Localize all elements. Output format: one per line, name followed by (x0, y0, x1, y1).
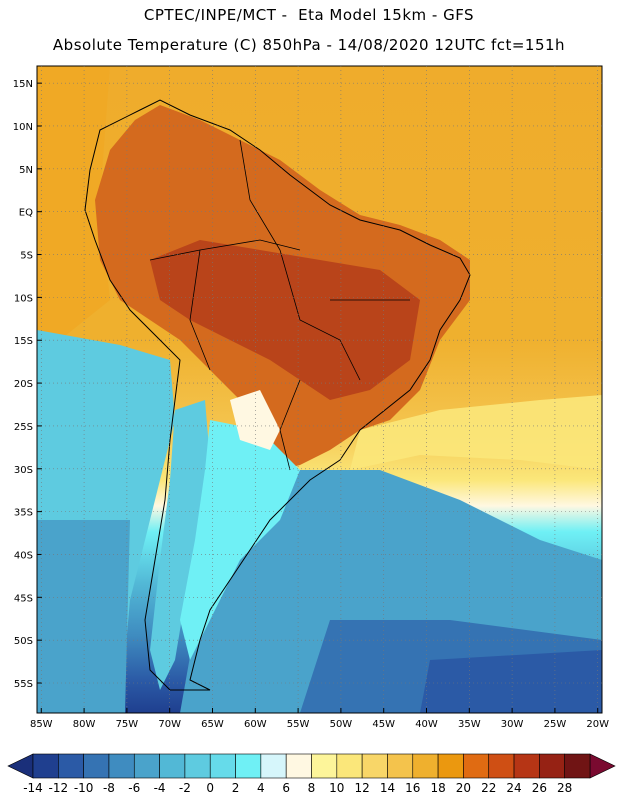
colorbar-label: -2 (179, 781, 191, 795)
latitude-labels: 15N 10N 5N EQ 5S 10S 15S 20S 25S 30S 35S 40S 45S 50S 5… (13, 79, 33, 690)
lat-tick-label: 25S (14, 422, 33, 433)
colorbar-swatch (83, 753, 110, 779)
colorbar-swatch (336, 753, 363, 779)
colorbar-label: 10 (329, 781, 344, 795)
colorbar-swatch (513, 753, 540, 779)
colorbar-label: 28 (557, 781, 572, 795)
colorbar-swatch (285, 753, 312, 779)
lon-tick-label: 80W (73, 719, 96, 730)
colorbar-label: 2 (232, 781, 240, 795)
colorbar-swatch (58, 753, 84, 779)
colorbar-label: -12 (49, 781, 69, 795)
colorbar-swatch (209, 753, 236, 779)
lat-tick-label: 45S (14, 593, 33, 604)
lat-tick-label: 40S (14, 550, 33, 561)
lat-tick-label: 10S (14, 293, 33, 304)
andes-cold-strip (150, 400, 210, 690)
colorbar-label: 0 (206, 781, 214, 795)
lon-tick-label: 75W (116, 719, 139, 730)
colorbar-label: 22 (481, 781, 496, 795)
lon-tick-label: 40W (415, 719, 438, 730)
argentina-cool-region (180, 420, 300, 660)
lon-tick-label: 30W (501, 719, 524, 730)
pacific-warm-region (37, 66, 110, 340)
lat-tick-label: 15N (13, 79, 33, 90)
subtropical-mild-region (350, 395, 602, 470)
lon-tick-label: 70W (158, 719, 181, 730)
lon-tick-label: 45W (372, 719, 395, 730)
colorbar-label: 6 (282, 781, 290, 795)
colorbar-swatch (311, 753, 338, 779)
chart-title: CPTEC/INPE/MCT - Eta Model 15km - GFS (143, 6, 475, 24)
chart-subtitle: Absolute Temperature (C) 850hPa - 14/08/… (52, 36, 566, 54)
colorbar-swatch (437, 753, 464, 779)
colorbar-swatch (539, 753, 565, 779)
pacific-cold-region (37, 520, 130, 713)
colorbar-label: -4 (154, 781, 166, 795)
lon-tick-label: 35W (458, 719, 481, 730)
colorbar-swatch (235, 753, 262, 779)
colorbar-swatch (260, 753, 287, 779)
lat-tick-label: 35S (14, 508, 33, 519)
lat-tick-label: 20S (14, 379, 33, 390)
colorbar-label: 26 (532, 781, 547, 795)
colorbar-label: -14 (23, 781, 43, 795)
colorbar-swatch (387, 753, 414, 779)
colorbar-swatch (488, 753, 515, 779)
map-frame (36, 65, 603, 714)
colorbar: -14 -12 -10 -8 -6 -4 -2 0 2 4 6 8 10 12 14 16 18 20 22 24 26… (7, 753, 616, 795)
colorbar-label: 24 (506, 781, 521, 795)
lat-tick-label: 50S (14, 636, 33, 647)
lat-tick-label: 30S (14, 465, 33, 476)
colorbar-swatch (463, 753, 490, 779)
colorbar-swatch (361, 753, 388, 779)
lon-tick-label: 85W (30, 719, 53, 730)
coastline (84, 99, 471, 691)
lon-tick-label: 20W (586, 719, 609, 730)
longitude-labels: 85W 80W 75W 70W 65W 60W 55W 50W 45W 40W 35W 30W 25W 2… (30, 719, 609, 730)
lon-tick-label: 60W (244, 719, 267, 730)
lat-tick-label: EQ (19, 208, 33, 219)
colorbar-label: 8 (308, 781, 316, 795)
temperature-field (37, 66, 602, 713)
colorbar-swatch (184, 753, 211, 779)
colorbar-swatch (564, 753, 591, 779)
lon-tick-label: 50W (330, 719, 353, 730)
colorbar-swatch (412, 753, 439, 779)
lat-tick-label: 10N (13, 122, 33, 133)
colorbar-swatch (108, 753, 135, 779)
lat-tick-label: 55S (14, 679, 33, 690)
atlantic-deep-cold-region (420, 650, 602, 713)
colorbar-max-arrow (589, 753, 616, 779)
graticule (37, 66, 602, 713)
colorbar-label: 20 (456, 781, 471, 795)
lon-tick-label: 55W (287, 719, 310, 730)
colorbar-label: -10 (74, 781, 94, 795)
colorbar-label: -6 (128, 781, 140, 795)
colorbar-label: 18 (430, 781, 445, 795)
country-borders (149, 139, 410, 471)
lat-tick-label: 15S (14, 336, 33, 347)
colorbar-label: 12 (354, 781, 369, 795)
colorbar-swatch (159, 753, 186, 779)
lat-tick-label: 5S (20, 251, 33, 262)
colorbar-label: 14 (380, 781, 395, 795)
colorbar-min-arrow (7, 753, 34, 779)
lon-tick-label: 25W (544, 719, 567, 730)
colorbar-label: -8 (103, 781, 115, 795)
lon-tick-label: 65W (201, 719, 224, 730)
colorbar-label: 4 (257, 781, 265, 795)
lat-tick-label: 5N (19, 165, 33, 176)
chaco-mild-region (230, 390, 280, 450)
colorbar-swatch (32, 753, 59, 779)
hot-core-region (150, 240, 420, 400)
colorbar-swatch (133, 753, 160, 779)
colorbar-label: 16 (405, 781, 420, 795)
